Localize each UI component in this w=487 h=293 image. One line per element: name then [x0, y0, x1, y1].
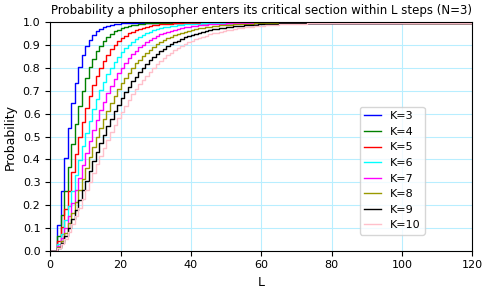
K=8: [332, 21, 338, 24]
Legend: K=3, K=4, K=5, K=6, K=7, K=8, K=9, K=10: K=3, K=4, K=5, K=6, K=7, K=8, K=9, K=10: [359, 107, 425, 235]
K=5: [469, 21, 475, 24]
K=3: [469, 21, 475, 24]
Line: K=9: K=9: [50, 23, 472, 251]
K=10: [469, 21, 475, 24]
K=3: [311, 21, 317, 24]
K=7: [469, 21, 475, 24]
K=6: [90, 108, 95, 111]
K=3: [90, 33, 95, 37]
X-axis label: L: L: [258, 276, 265, 289]
K=5: [90, 84, 95, 87]
K=9: [311, 21, 317, 25]
K=3: [226, 21, 232, 24]
K=6: [226, 21, 232, 25]
K=8: [441, 21, 447, 24]
K=7: [146, 38, 151, 42]
Line: K=5: K=5: [50, 23, 472, 251]
K=8: [146, 48, 151, 51]
K=7: [47, 249, 53, 252]
K=4: [332, 21, 338, 24]
K=7: [332, 21, 338, 24]
K=10: [332, 21, 338, 25]
K=9: [90, 159, 95, 163]
K=10: [311, 21, 317, 25]
K=10: [146, 70, 151, 73]
K=4: [90, 57, 95, 60]
K=10: [226, 28, 232, 31]
K=5: [47, 249, 53, 252]
K=5: [441, 21, 447, 24]
K=6: [311, 21, 317, 24]
K=4: [146, 21, 151, 25]
K=4: [226, 21, 232, 24]
K=10: [47, 249, 53, 252]
K=3: [445, 21, 450, 24]
K=6: [47, 249, 53, 252]
K=4: [469, 21, 475, 24]
Line: K=6: K=6: [50, 23, 472, 251]
K=7: [441, 21, 447, 24]
K=4: [311, 21, 317, 24]
Line: K=3: K=3: [50, 23, 472, 251]
Title: Probability a philosopher enters its critical section within L steps (N=3): Probability a philosopher enters its cri…: [51, 4, 472, 17]
K=8: [226, 23, 232, 26]
K=9: [226, 25, 232, 28]
K=9: [441, 21, 447, 24]
Y-axis label: Probability: Probability: [4, 103, 17, 170]
K=5: [332, 21, 338, 24]
K=10: [90, 171, 95, 175]
K=10: [441, 21, 447, 24]
K=7: [90, 128, 95, 132]
Line: K=10: K=10: [50, 23, 472, 251]
K=3: [146, 21, 151, 24]
K=5: [311, 21, 317, 24]
Line: K=7: K=7: [50, 23, 472, 251]
K=9: [469, 21, 475, 24]
K=4: [441, 21, 447, 24]
K=3: [47, 249, 53, 252]
K=5: [146, 24, 151, 28]
K=9: [332, 21, 338, 24]
K=6: [469, 21, 475, 24]
K=3: [332, 21, 338, 24]
K=9: [47, 249, 53, 252]
K=8: [47, 249, 53, 252]
K=8: [469, 21, 475, 24]
K=4: [47, 249, 53, 252]
K=6: [146, 30, 151, 33]
K=7: [311, 21, 317, 24]
K=8: [311, 21, 317, 24]
K=8: [90, 145, 95, 149]
K=9: [146, 59, 151, 62]
K=3: [410, 21, 415, 24]
K=6: [332, 21, 338, 24]
K=5: [226, 21, 232, 24]
Line: K=4: K=4: [50, 23, 472, 251]
K=7: [226, 22, 232, 25]
K=6: [441, 21, 447, 24]
Line: K=8: K=8: [50, 23, 472, 251]
